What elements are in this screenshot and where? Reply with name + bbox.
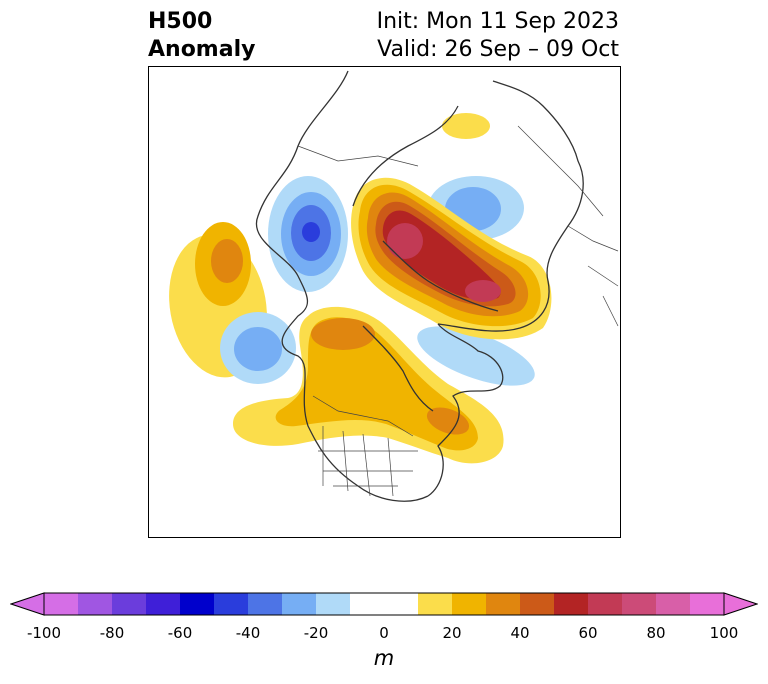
anomaly-center-north-america [233,306,504,464]
anomaly-center-baffin [417,326,535,386]
colorbar-extend-min [10,592,45,616]
colorbar-cell [180,593,215,615]
colorbar-cell [520,593,555,615]
colorbar-cell [622,593,657,615]
anomaly-center-alaska [268,176,348,292]
init-date: Init: Mon 11 Sep 2023 [376,9,619,34]
colorbar-tick-label: 100 [709,624,739,642]
anomaly-contours [169,113,552,464]
colorbar-cell [44,593,79,615]
colorbar-cell [214,593,249,615]
title-variable: H500 [148,9,213,34]
colorbar-unit: m [373,646,395,670]
colorbar-ticks: -100 -80 -60 -40 -20 0 20 40 60 80 100 [0,624,768,646]
title-right: Init: Mon 11 Sep 2023 Valid: 26 Sep – 09… [377,8,619,64]
colorbar-cell [350,593,385,615]
colorbar-tick-label: -20 [303,624,329,642]
colorbar-cell [588,593,623,615]
colorbar-tick-label: -40 [235,624,261,642]
colorbar-cell [248,593,283,615]
colorbar-tick-label: -60 [167,624,193,642]
map-frame [148,66,621,538]
colorbar-tick-label: 60 [578,624,598,642]
colorbar-cell [384,593,419,615]
colorbar-cell [316,593,351,615]
colorbar-extend-max [723,592,758,616]
colorbar-cell [282,593,317,615]
anomaly-map [148,66,621,538]
anomaly-center-atlantic-barents [351,177,552,340]
anomaly-center-east-asia [442,113,490,139]
colorbar-tick-label: -80 [99,624,125,642]
colorbar-cell [452,593,487,615]
coastlines [255,70,584,502]
colorbar-frame [43,592,725,616]
colorbar-cell [486,593,521,615]
colorbar-cell [112,593,147,615]
anomaly-center-gulf-of-alaska [220,312,296,384]
colorbar-cell [418,593,453,615]
colorbar-cell [690,593,725,615]
colorbar-tick-label: 40 [510,624,530,642]
colorbar-cells [10,592,758,616]
colorbar-cell [146,593,181,615]
title-field: Anomaly [148,37,256,62]
country-borders [297,125,619,497]
valid-range: Valid: 26 Sep – 09 Oct [377,37,619,62]
title-left: H500 Anomaly [148,8,255,64]
colorbar-cell [78,593,113,615]
colorbar-cell [656,593,691,615]
colorbar-tick-label: 20 [442,624,462,642]
colorbar-tick-label: 0 [379,624,389,642]
colorbar-cell [554,593,589,615]
colorbar-tick-label: 80 [646,624,666,642]
colorbar [10,592,758,616]
colorbar-tick-label: -100 [26,624,62,642]
